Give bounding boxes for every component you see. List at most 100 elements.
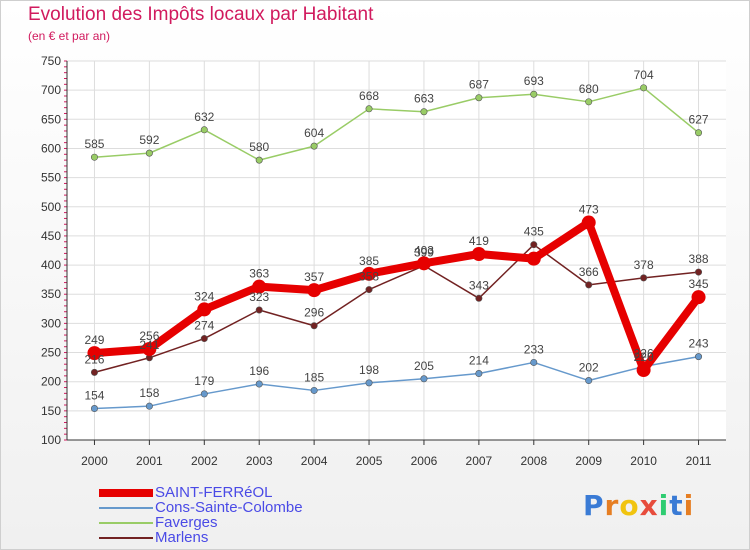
legend-swatch — [99, 489, 153, 497]
series-marlens-data-label: 296 — [304, 306, 324, 320]
series-cons-sainte-colombe-point — [530, 358, 538, 366]
x-tick-label: 2002 — [191, 454, 218, 468]
x-tick-label: 2006 — [411, 454, 438, 468]
series-faverges-line — [94, 87, 700, 161]
series-cons-sainte-colombe-point — [695, 353, 703, 361]
series-saint-ferr-ol-point — [416, 256, 431, 271]
y-tick-label: 400 — [41, 258, 61, 272]
series-marlens-point — [200, 335, 208, 343]
y-tick-label: 100 — [41, 433, 61, 447]
series-marlens-data-label: 358 — [359, 270, 379, 284]
series-cons-sainte-colombe-line — [94, 355, 699, 410]
x-tick-label: 2005 — [356, 454, 383, 468]
series-cons-sainte-colombe-point — [475, 370, 483, 378]
series-marlens-point — [475, 294, 483, 302]
series-saint-ferr-ol-data-label: 403 — [414, 243, 434, 257]
series-saint-ferr-ol-point — [362, 266, 377, 281]
series-cons-sainte-colombe-data-label: 233 — [524, 342, 544, 356]
series-faverges-data-label: 592 — [139, 133, 159, 147]
series-marlens-data-label: 378 — [634, 258, 654, 272]
series-faverges-point — [420, 108, 428, 116]
y-tick-label: 550 — [41, 171, 61, 185]
series-marlens-point — [695, 268, 703, 276]
x-tick-label: 2003 — [246, 454, 273, 468]
series-faverges-point — [475, 94, 483, 102]
series-saint-ferr-ol-point — [636, 363, 651, 378]
series-faverges-data-label: 693 — [524, 74, 544, 88]
series-marlens-point — [640, 274, 648, 282]
series-cons-sainte-colombe-point — [585, 377, 593, 385]
series-faverges-data-label: 663 — [414, 92, 434, 106]
series-saint-ferr-ol-data-label: 324 — [194, 289, 214, 303]
series-cons-sainte-colombe-point — [420, 375, 428, 383]
x-tick-label: 2011 — [686, 454, 712, 468]
series-marlens-point — [90, 368, 98, 376]
series-faverges-point — [145, 149, 153, 157]
series-cons-sainte-colombe-data-label: 179 — [194, 374, 214, 388]
series-faverges-point — [310, 142, 318, 150]
chart-subtitle: (en € et par an) — [28, 29, 111, 43]
x-tick-label: 2008 — [520, 454, 547, 468]
y-tick-label: 500 — [41, 200, 61, 214]
series-marlens-point — [585, 281, 593, 289]
series-cons-sainte-colombe-point — [255, 380, 263, 388]
series-marlens-data-label: 241 — [139, 338, 159, 352]
series-marlens-point — [310, 322, 318, 330]
series-marlens-data-label: 399 — [414, 246, 434, 260]
logo-letter: o — [619, 489, 640, 522]
series-faverges-data-label: 604 — [304, 126, 324, 140]
series-saint-ferr-ol-point — [691, 290, 706, 305]
y-tick-label: 350 — [41, 287, 61, 301]
series-faverges-data-label: 668 — [359, 89, 379, 103]
chart-title: Evolution des Impôts locaux par Habitant — [28, 4, 374, 25]
logo-letter: t — [669, 489, 684, 522]
series-cons-sainte-colombe-data-label: 226 — [634, 347, 654, 361]
series-faverges-point — [200, 126, 208, 134]
series-marlens-data-label: 388 — [689, 252, 709, 266]
logo-letter: P — [583, 489, 605, 522]
series-cons-sainte-colombe-data-label: 198 — [359, 363, 379, 377]
y-tick-label: 700 — [41, 83, 61, 97]
series-cons-sainte-colombe-point — [310, 386, 318, 394]
series-marlens-point — [255, 306, 263, 314]
series-cons-sainte-colombe-point — [200, 390, 208, 398]
series-saint-ferr-ol-point — [471, 246, 486, 261]
legend-label: Cons-Sainte-Colombe — [155, 499, 303, 516]
series-cons-sainte-colombe-data-label: 243 — [689, 337, 709, 351]
x-tick-label: 2010 — [630, 454, 657, 468]
series-faverges-data-label: 704 — [634, 68, 654, 82]
series-faverges-point — [90, 153, 98, 161]
logo-letter: x — [639, 489, 659, 522]
series-saint-ferr-ol-point — [526, 251, 541, 266]
series-faverges-point — [640, 84, 648, 92]
logo-letter: i — [683, 489, 695, 522]
series-marlens-data-label: 366 — [579, 265, 599, 279]
series-saint-ferr-ol-point — [252, 279, 267, 294]
series-saint-ferr-ol-data-label: 256 — [139, 329, 159, 343]
series-marlens-data-label: 216 — [84, 352, 104, 366]
series-faverges-data-label: 585 — [84, 137, 104, 151]
series-saint-ferr-ol-data-label: 385 — [359, 254, 379, 268]
y-tick-label: 150 — [41, 404, 61, 418]
series-cons-sainte-colombe-data-label: 196 — [249, 364, 269, 378]
legend-swatch — [99, 537, 153, 539]
legend-swatch — [99, 522, 153, 524]
y-tick-label: 200 — [41, 375, 61, 389]
series-cons-sainte-colombe-data-label: 205 — [414, 359, 434, 373]
proxiti-logo: Proxiti — [583, 489, 694, 522]
series-saint-ferr-ol-line — [94, 218, 702, 375]
legend-label: Marlens — [155, 529, 209, 546]
series-faverges-point — [585, 98, 593, 106]
series-faverges-data-label: 580 — [249, 140, 269, 154]
series-saint-ferr-ol-point — [307, 283, 322, 298]
series-faverges-point — [365, 105, 373, 113]
y-tick-label: 450 — [41, 229, 61, 243]
series-marlens-point — [365, 286, 373, 294]
series-saint-ferr-ol-data-label: 363 — [249, 267, 269, 281]
series-cons-sainte-colombe-point — [145, 402, 153, 410]
y-tick-label: 750 — [41, 54, 61, 68]
series-saint-ferr-ol-point — [581, 215, 596, 230]
legend-swatch — [99, 507, 153, 509]
y-tick-label: 600 — [41, 141, 61, 155]
